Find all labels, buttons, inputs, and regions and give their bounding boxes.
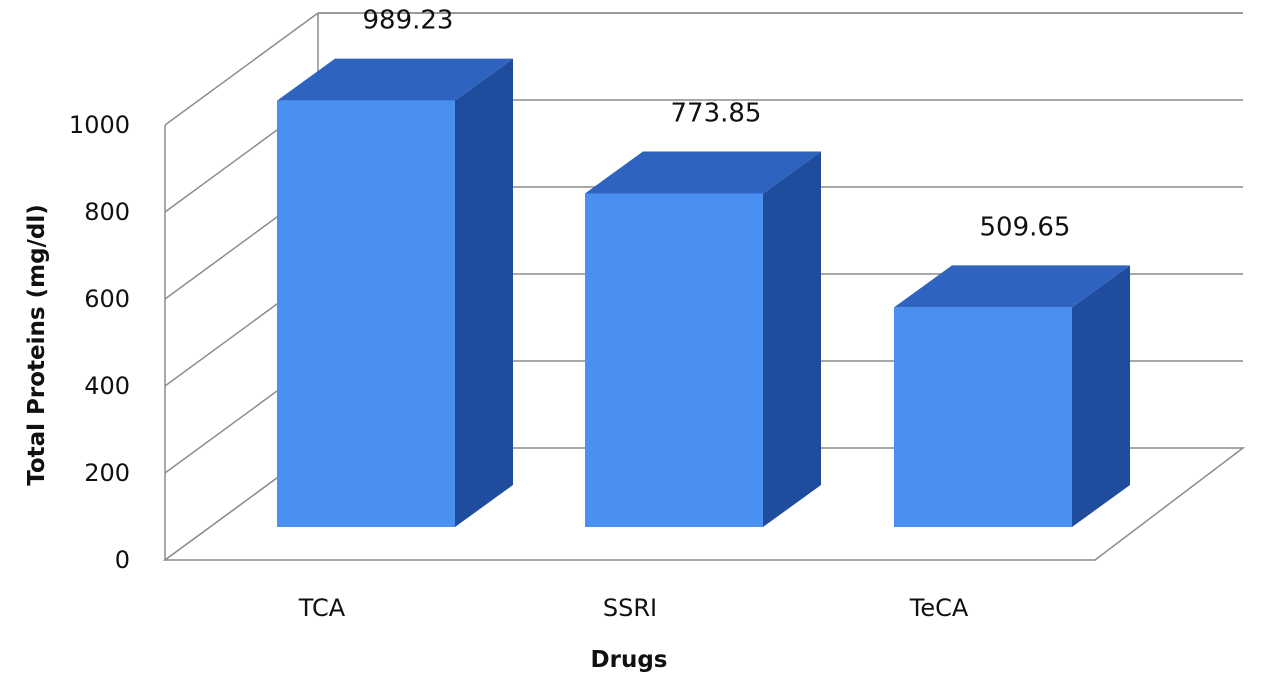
bar-side-SSRI — [763, 151, 821, 528]
y-axis-title: Total Proteins (mg/dl) — [24, 204, 50, 486]
data-label-TCA: 989.23 — [363, 6, 454, 36]
bar-side-TeCA — [1072, 265, 1130, 527]
y-tick-label: 600 — [84, 285, 130, 313]
bar-TCA — [277, 100, 455, 527]
y-tick-label: 200 — [84, 459, 130, 487]
bar-side-TCA — [455, 58, 513, 527]
bar-top-SSRI — [585, 151, 821, 194]
x-tick-label-SSRI: SSRI — [603, 594, 657, 622]
data-label-TeCA: 509.65 — [980, 212, 1071, 242]
y-tick-label: 0 — [115, 546, 130, 574]
gridline-side — [164, 12, 319, 126]
x-tick-label-TeCA: TeCA — [909, 594, 969, 622]
x-axis-title: Drugs — [591, 647, 668, 673]
bar-top-TeCA — [894, 265, 1130, 308]
bar-top-TCA — [277, 58, 513, 101]
bar-SSRI — [585, 193, 763, 528]
y-tick-labels: 0 200 400 600 800 1000 — [69, 111, 130, 574]
y-tick-label: 800 — [84, 198, 130, 226]
x-tick-labels: TCA SSRI TeCA — [298, 594, 969, 622]
bars — [277, 58, 1130, 528]
bar-TeCA — [894, 307, 1072, 527]
y-tick-label: 1000 — [69, 111, 130, 139]
y-tick-label: 400 — [84, 372, 130, 400]
x-tick-label-TCA: TCA — [298, 594, 346, 622]
data-label-SSRI: 773.85 — [671, 98, 762, 128]
data-labels: 989.23 773.85 509.65 — [363, 6, 1071, 243]
